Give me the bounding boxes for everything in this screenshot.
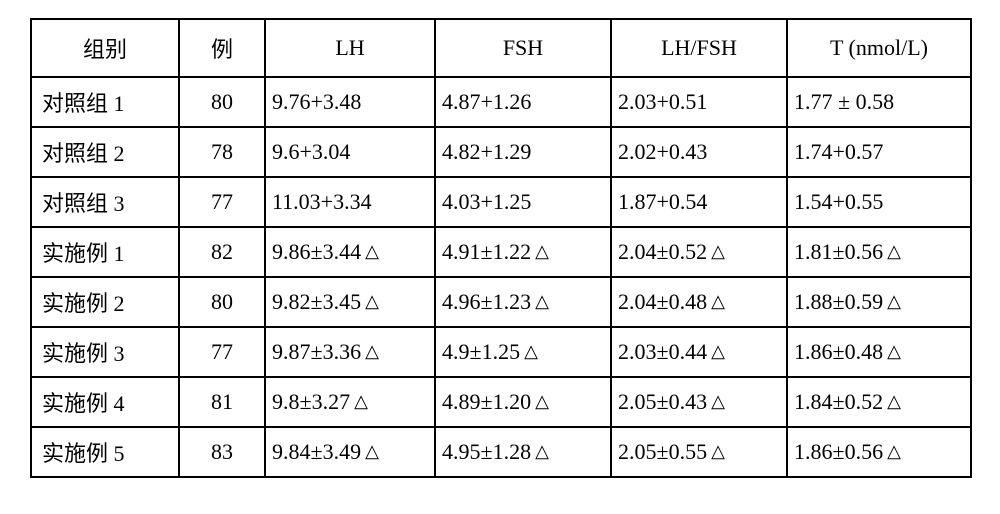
table-row: 实施例 4819.8±3.27△4.89±1.20△2.05±0.43△1.84… [31, 377, 971, 427]
col-header-lh-fsh: LH/FSH [611, 19, 787, 77]
hormone-table: 组别 例 LH FSH LH/FSH T (nmol/L) 对照组 1809.7… [30, 18, 972, 478]
cell-lh: 9.8±3.27△ [265, 377, 435, 427]
cell-lh-fsh: 2.03±0.44△ [611, 327, 787, 377]
delta-icon: △ [531, 241, 549, 261]
delta-icon: △ [883, 291, 901, 311]
cell-t: 1.74+0.57 [787, 127, 971, 177]
cell-n: 81 [179, 377, 265, 427]
cell-lh: 9.86±3.44△ [265, 227, 435, 277]
table-row: 实施例 2809.82±3.45△4.96±1.23△2.04±0.48△1.8… [31, 277, 971, 327]
cell-n: 77 [179, 177, 265, 227]
cell-n: 77 [179, 327, 265, 377]
col-header-fsh: FSH [435, 19, 611, 77]
cell-lh-fsh: 2.03+0.51 [611, 77, 787, 127]
cell-fsh: 4.89±1.20△ [435, 377, 611, 427]
delta-icon: △ [361, 291, 379, 311]
delta-icon: △ [531, 291, 549, 311]
cell-lh-fsh: 2.04±0.52△ [611, 227, 787, 277]
cell-n: 80 [179, 277, 265, 327]
cell-group: 对照组 2 [31, 127, 179, 177]
table-body: 对照组 1809.76+3.484.87+1.262.03+0.511.77 ±… [31, 77, 971, 477]
cell-fsh: 4.96±1.23△ [435, 277, 611, 327]
cell-n: 83 [179, 427, 265, 477]
cell-group: 实施例 4 [31, 377, 179, 427]
cell-group: 实施例 2 [31, 277, 179, 327]
delta-icon: △ [883, 241, 901, 261]
delta-icon: △ [350, 391, 368, 411]
cell-fsh: 4.91±1.22△ [435, 227, 611, 277]
delta-icon: △ [707, 241, 725, 261]
table-row: 实施例 5839.84±3.49△4.95±1.28△2.05±0.55△1.8… [31, 427, 971, 477]
cell-t: 1.88±0.59△ [787, 277, 971, 327]
delta-icon: △ [361, 241, 379, 261]
cell-group: 对照组 1 [31, 77, 179, 127]
table-header-row: 组别 例 LH FSH LH/FSH T (nmol/L) [31, 19, 971, 77]
table-row: 对照组 37711.03+3.344.03+1.251.87+0.541.54+… [31, 177, 971, 227]
cell-lh: 9.76+3.48 [265, 77, 435, 127]
cell-fsh: 4.95±1.28△ [435, 427, 611, 477]
delta-icon: △ [520, 341, 538, 361]
delta-icon: △ [361, 441, 379, 461]
cell-group: 实施例 1 [31, 227, 179, 277]
table-row: 对照组 2789.6+3.044.82+1.292.02+0.431.74+0.… [31, 127, 971, 177]
cell-t: 1.77 ± 0.58 [787, 77, 971, 127]
cell-t: 1.86±0.48△ [787, 327, 971, 377]
cell-t: 1.81±0.56△ [787, 227, 971, 277]
delta-icon: △ [883, 391, 901, 411]
cell-n: 80 [179, 77, 265, 127]
col-header-lh: LH [265, 19, 435, 77]
delta-icon: △ [883, 341, 901, 361]
delta-icon: △ [707, 441, 725, 461]
cell-t: 1.54+0.55 [787, 177, 971, 227]
delta-icon: △ [531, 441, 549, 461]
delta-icon: △ [883, 441, 901, 461]
cell-group: 实施例 3 [31, 327, 179, 377]
col-header-n: 例 [179, 19, 265, 77]
table-row: 对照组 1809.76+3.484.87+1.262.03+0.511.77 ±… [31, 77, 971, 127]
cell-lh-fsh: 2.02+0.43 [611, 127, 787, 177]
cell-lh: 9.6+3.04 [265, 127, 435, 177]
cell-lh: 9.82±3.45△ [265, 277, 435, 327]
cell-group: 实施例 5 [31, 427, 179, 477]
cell-lh-fsh: 1.87+0.54 [611, 177, 787, 227]
col-header-group: 组别 [31, 19, 179, 77]
col-header-t: T (nmol/L) [787, 19, 971, 77]
cell-n: 78 [179, 127, 265, 177]
cell-t: 1.86±0.56△ [787, 427, 971, 477]
delta-icon: △ [707, 291, 725, 311]
cell-lh: 11.03+3.34 [265, 177, 435, 227]
delta-icon: △ [707, 391, 725, 411]
delta-icon: △ [531, 391, 549, 411]
cell-fsh: 4.87+1.26 [435, 77, 611, 127]
cell-lh-fsh: 2.04±0.48△ [611, 277, 787, 327]
cell-lh-fsh: 2.05±0.43△ [611, 377, 787, 427]
delta-icon: △ [707, 341, 725, 361]
cell-group: 对照组 3 [31, 177, 179, 227]
cell-lh-fsh: 2.05±0.55△ [611, 427, 787, 477]
cell-n: 82 [179, 227, 265, 277]
cell-lh: 9.84±3.49△ [265, 427, 435, 477]
cell-fsh: 4.03+1.25 [435, 177, 611, 227]
cell-fsh: 4.9±1.25△ [435, 327, 611, 377]
delta-icon: △ [361, 341, 379, 361]
table-row: 实施例 1829.86±3.44△4.91±1.22△2.04±0.52△1.8… [31, 227, 971, 277]
cell-fsh: 4.82+1.29 [435, 127, 611, 177]
cell-t: 1.84±0.52△ [787, 377, 971, 427]
cell-lh: 9.87±3.36△ [265, 327, 435, 377]
table-row: 实施例 3779.87±3.36△4.9±1.25△2.03±0.44△1.86… [31, 327, 971, 377]
